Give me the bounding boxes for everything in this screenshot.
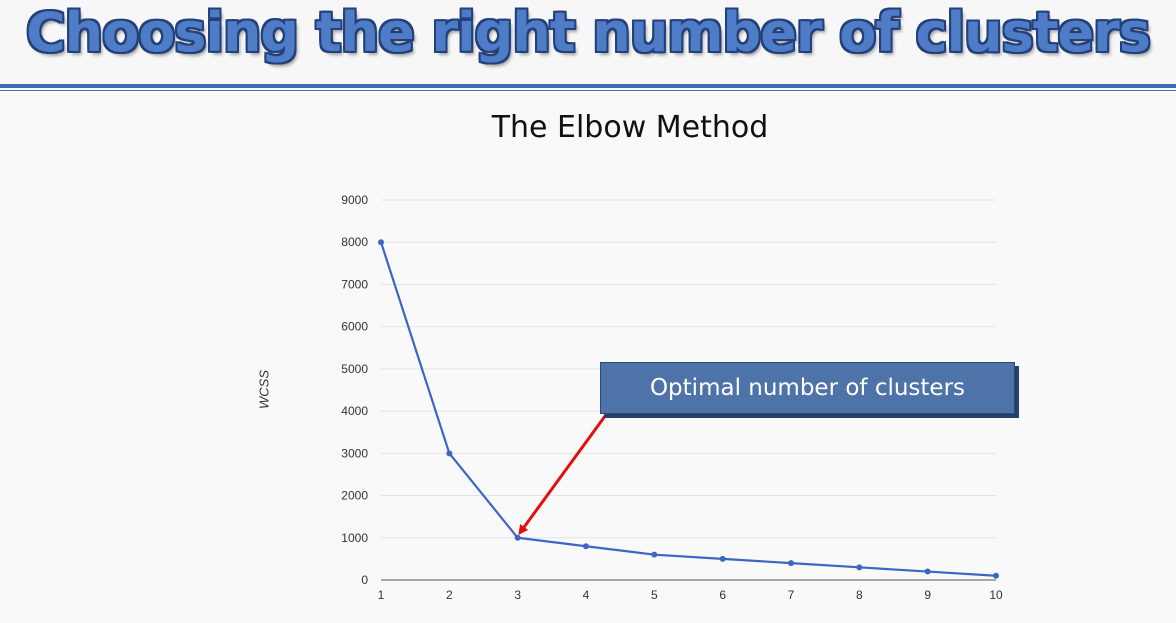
y-axis-label: WCSS — [256, 370, 272, 409]
y-tick-label: 3000 — [341, 446, 368, 460]
data-point — [651, 551, 658, 558]
data-point — [446, 450, 453, 457]
x-tick-label: 10 — [989, 588, 1003, 602]
content-area — [0, 92, 1176, 623]
data-points — [378, 239, 999, 579]
x-tick-label: 3 — [514, 588, 521, 602]
x-tick-label: 6 — [719, 588, 726, 602]
x-tick-label: 5 — [651, 588, 658, 602]
data-point — [378, 239, 384, 246]
x-tick-label: 8 — [856, 588, 863, 602]
y-tick-labels: 0 1000 2000 3000 4000 5000 6000 7000 8000 9000 — [341, 193, 368, 587]
callout-arrow — [518, 411, 610, 536]
y-tick-label: 5000 — [341, 362, 368, 376]
y-tick-label: 6000 — [341, 320, 368, 334]
y-tick-label: 1000 — [341, 531, 368, 545]
wcss-line — [379, 241, 997, 577]
data-point — [788, 560, 794, 567]
data-point — [993, 572, 999, 579]
x-tick-labels: 1 2 3 4 5 6 7 8 9 10 — [378, 588, 1003, 602]
y-tick-label: 2000 — [341, 489, 368, 503]
chart-title: The Elbow Method — [491, 110, 769, 145]
y-tick-label: 4000 — [341, 404, 368, 418]
data-point — [719, 555, 726, 562]
slide-title: Choosing the right number of clusters — [26, 1, 1151, 64]
y-tick-label: 0 — [361, 573, 368, 587]
x-tick-label: 9 — [924, 588, 931, 602]
optimal-clusters-callout: Optimal number of clusters — [600, 362, 1015, 414]
data-point — [924, 568, 931, 575]
callout-arrow-line — [518, 411, 610, 536]
header-divider-thin — [0, 90, 1176, 91]
x-tick-label: 1 — [378, 588, 385, 602]
x-tick-label: 4 — [583, 588, 590, 602]
y-tick-label: 7000 — [341, 277, 368, 291]
x-tick-label: 7 — [788, 588, 795, 602]
y-tick-label: 8000 — [341, 235, 368, 249]
series-line — [379, 241, 997, 577]
data-point — [514, 534, 521, 541]
header-divider — [0, 84, 1176, 88]
x-tick-label: 2 — [446, 588, 453, 602]
slide-header — [0, 0, 1176, 84]
data-point — [583, 543, 589, 550]
data-point — [856, 564, 863, 571]
y-tick-label: 9000 — [341, 193, 368, 207]
